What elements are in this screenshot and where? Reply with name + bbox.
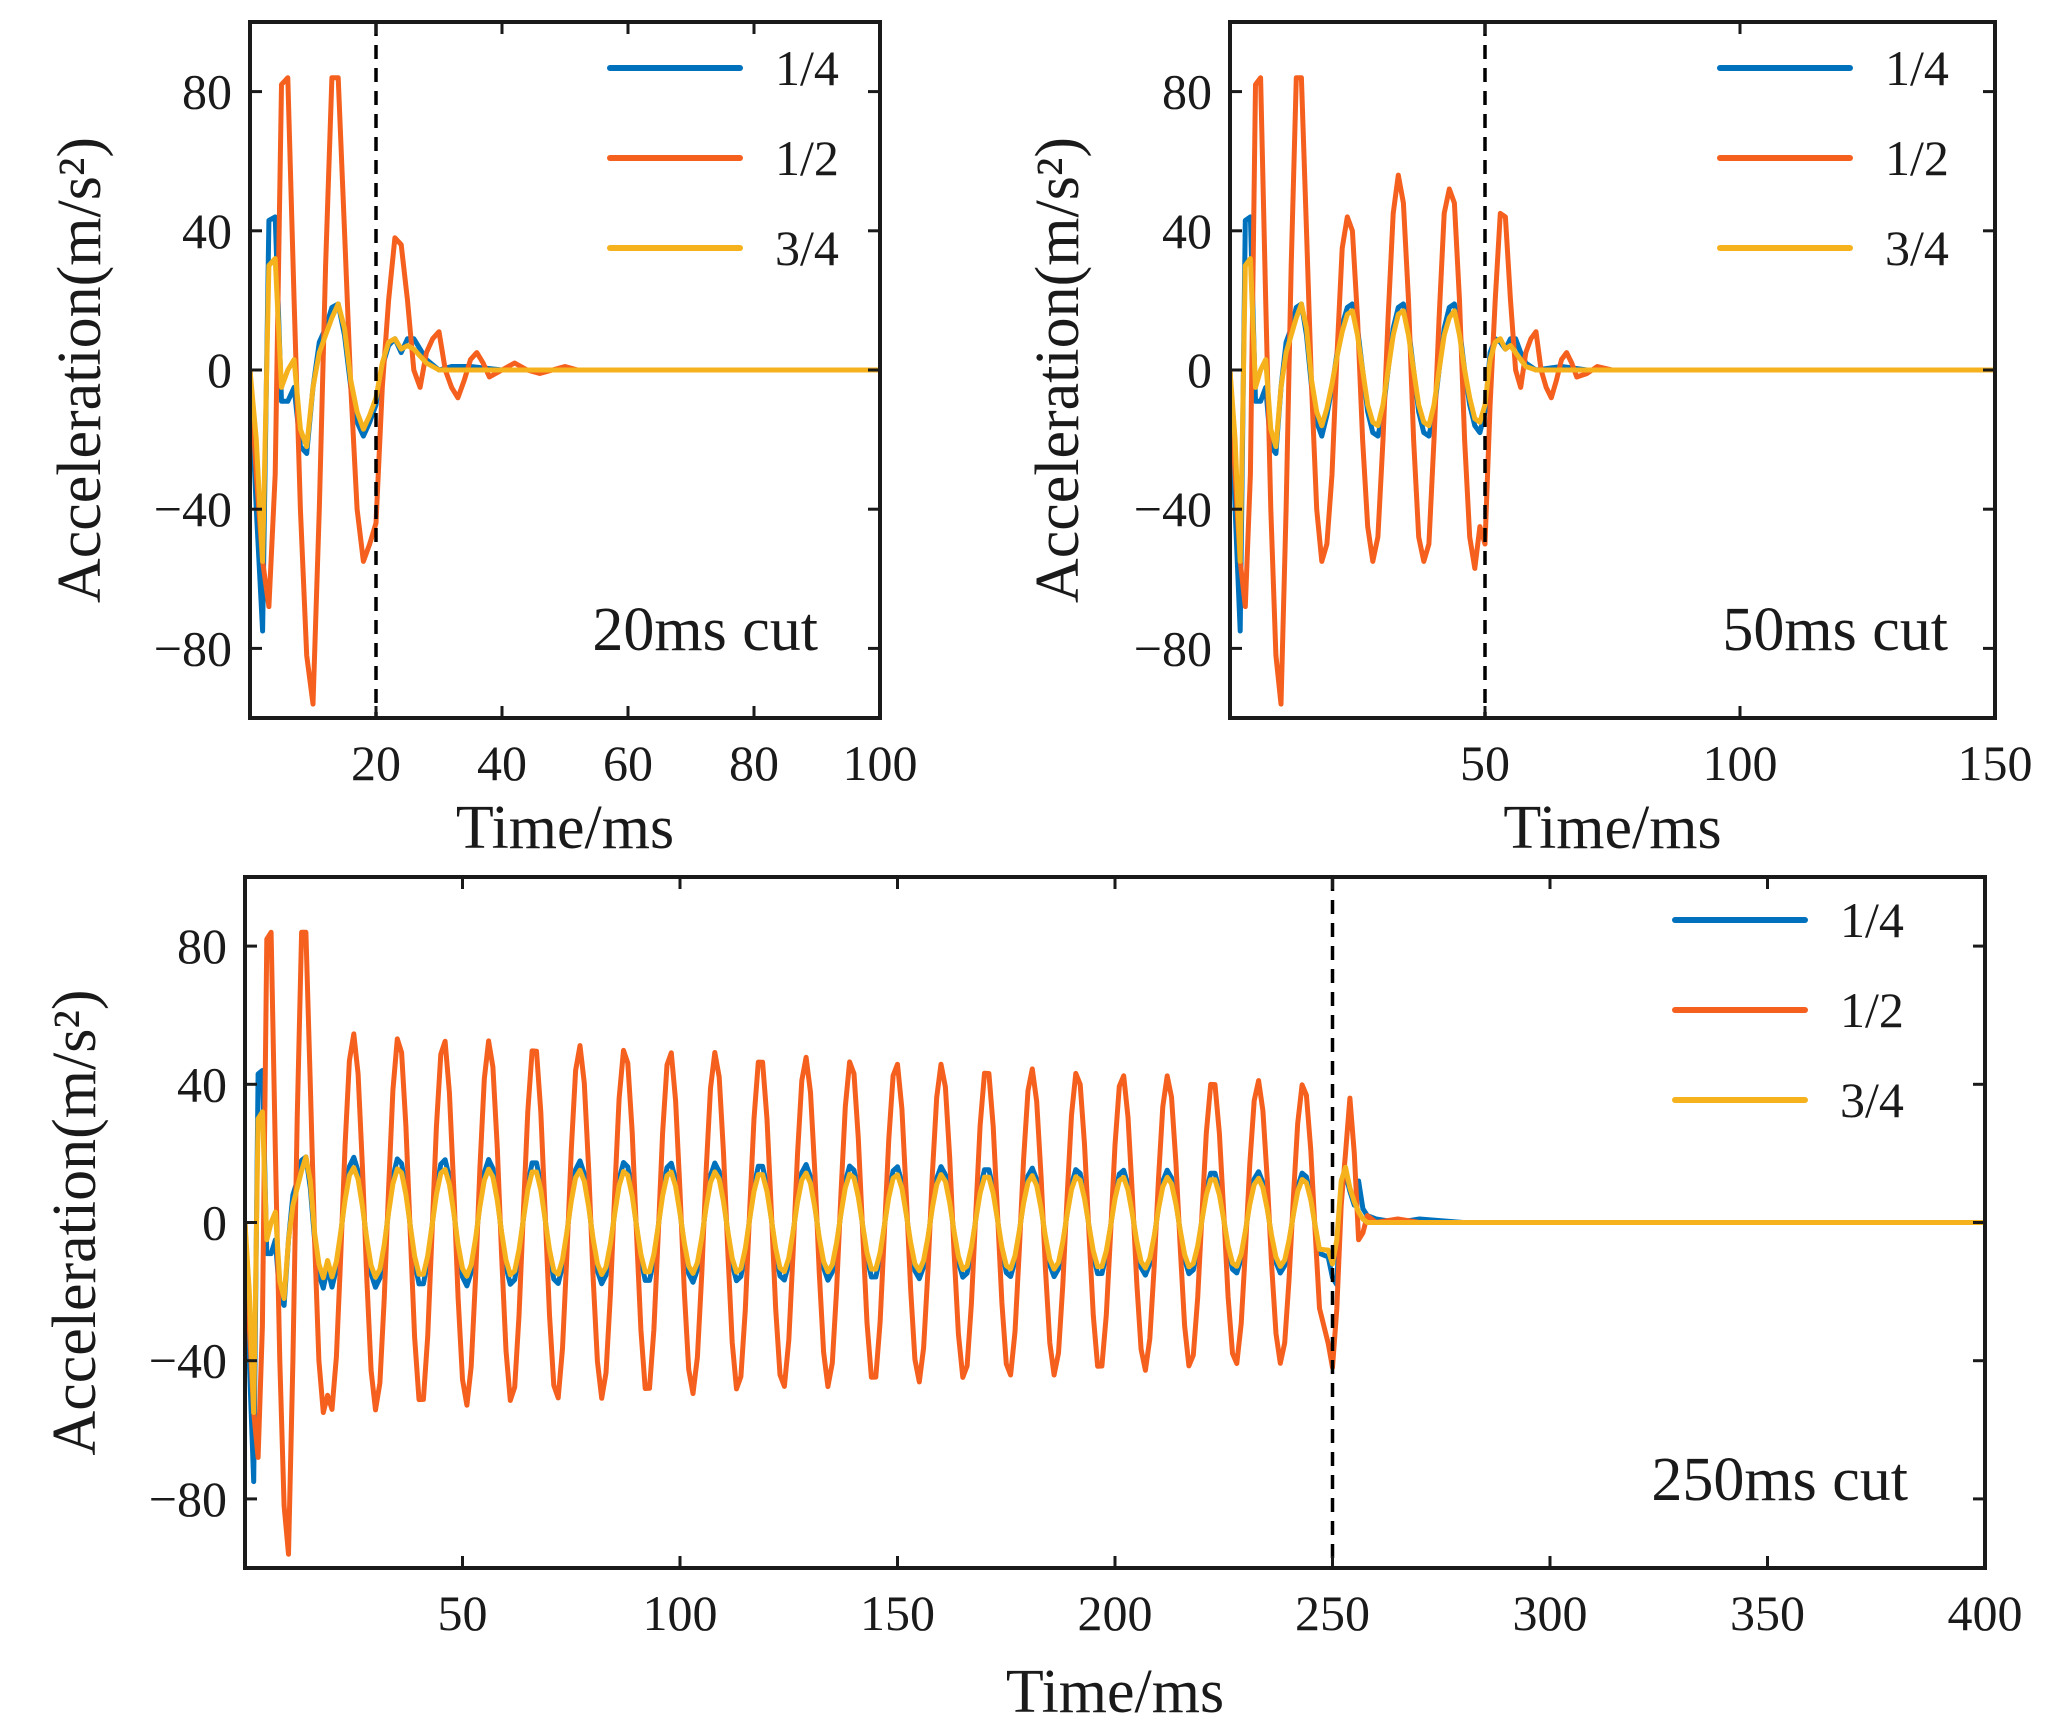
y-tick-label: −80 [1134,620,1212,676]
legend-label: 1/2 [775,130,839,186]
panel-250ms: −80 −40 0 40 80 50 100 150 200 250 300 350 400 Time/m… [41,875,2023,1726]
y-tick-label: −40 [154,481,232,537]
y-tick-label: −40 [149,1333,227,1389]
x-tick-label: 50 [1460,735,1510,791]
legend-label: 1/4 [1885,40,1949,96]
x-tick-label: 200 [1078,1585,1153,1641]
y-tick-label: −40 [1134,481,1212,537]
legend-label: 1/2 [1885,130,1949,186]
x-axis-title: Time/ms [1503,794,1721,862]
x-tick-label: 400 [1948,1585,2023,1641]
y-tick-label: −80 [149,1471,227,1527]
y-tick-label: 0 [202,1195,227,1251]
series-line-1-4 [1230,214,1995,634]
y-tick-label: 0 [207,342,232,398]
x-axis-title: Time/ms [1006,1658,1224,1726]
legend-label: 3/4 [1840,1072,1904,1128]
y-tick-label: 80 [182,64,232,120]
y-tick-label: 40 [177,1056,227,1112]
x-tick-label: 40 [477,735,527,791]
x-tick-label: 150 [860,1585,935,1641]
x-tick-label: 100 [643,1585,718,1641]
x-tick-label: 20 [351,735,401,791]
legend: 1/4 1/2 3/4 [1717,40,1949,276]
legend-label: 1/4 [775,40,839,96]
series-line-1-4 [250,214,880,634]
x-tick-label: 80 [729,735,779,791]
x-tick-label: 250 [1295,1585,1370,1641]
legend-label: 3/4 [775,220,839,276]
panel-20ms: −80 −40 0 40 80 20 40 60 80 100 Time/ms Acceleratio… [46,20,918,862]
x-tick-label: 150 [1958,735,2033,791]
y-tick-label: 0 [1187,342,1212,398]
y-tick-label: 80 [177,918,227,974]
series-line-3-4 [245,1109,1985,1415]
x-tick-label: 300 [1513,1585,1588,1641]
y-tick-label: 80 [1162,64,1212,120]
y-axis-title: Acceleration(m/s²) [41,989,109,1455]
x-axis-title: Time/ms [456,794,674,862]
x-tick-label: 50 [438,1585,488,1641]
y-tick-label: 40 [182,203,232,259]
y-axis-title: Acceleration(m/s²) [1024,137,1092,603]
legend: 1/4 1/2 3/4 [1672,892,1904,1128]
x-tick-label: 60 [603,735,653,791]
x-tick-label: 350 [1730,1585,1805,1641]
cut-annotation: 20ms cut [592,596,818,664]
legend-label: 3/4 [1885,220,1949,276]
x-tick-label: 100 [1703,735,1778,791]
cut-annotation: 250ms cut [1651,1446,1908,1514]
y-axis-title: Acceleration(m/s²) [46,137,114,603]
series-line-3-4 [1230,256,1995,564]
series-line-1-2 [1230,75,1995,707]
legend: 1/4 1/2 3/4 [607,40,839,276]
panel-50ms: −80 −40 0 40 80 50 100 150 Time/ms Acceleration(m… [1024,20,2033,862]
cut-annotation: 50ms cut [1722,596,1948,664]
y-tick-label: −80 [154,620,232,676]
legend-label: 1/4 [1840,892,1904,948]
legend-label: 1/2 [1840,982,1904,1038]
y-tick-label: 40 [1162,203,1212,259]
series-line-3-4 [250,256,880,564]
x-tick-label: 100 [843,735,918,791]
